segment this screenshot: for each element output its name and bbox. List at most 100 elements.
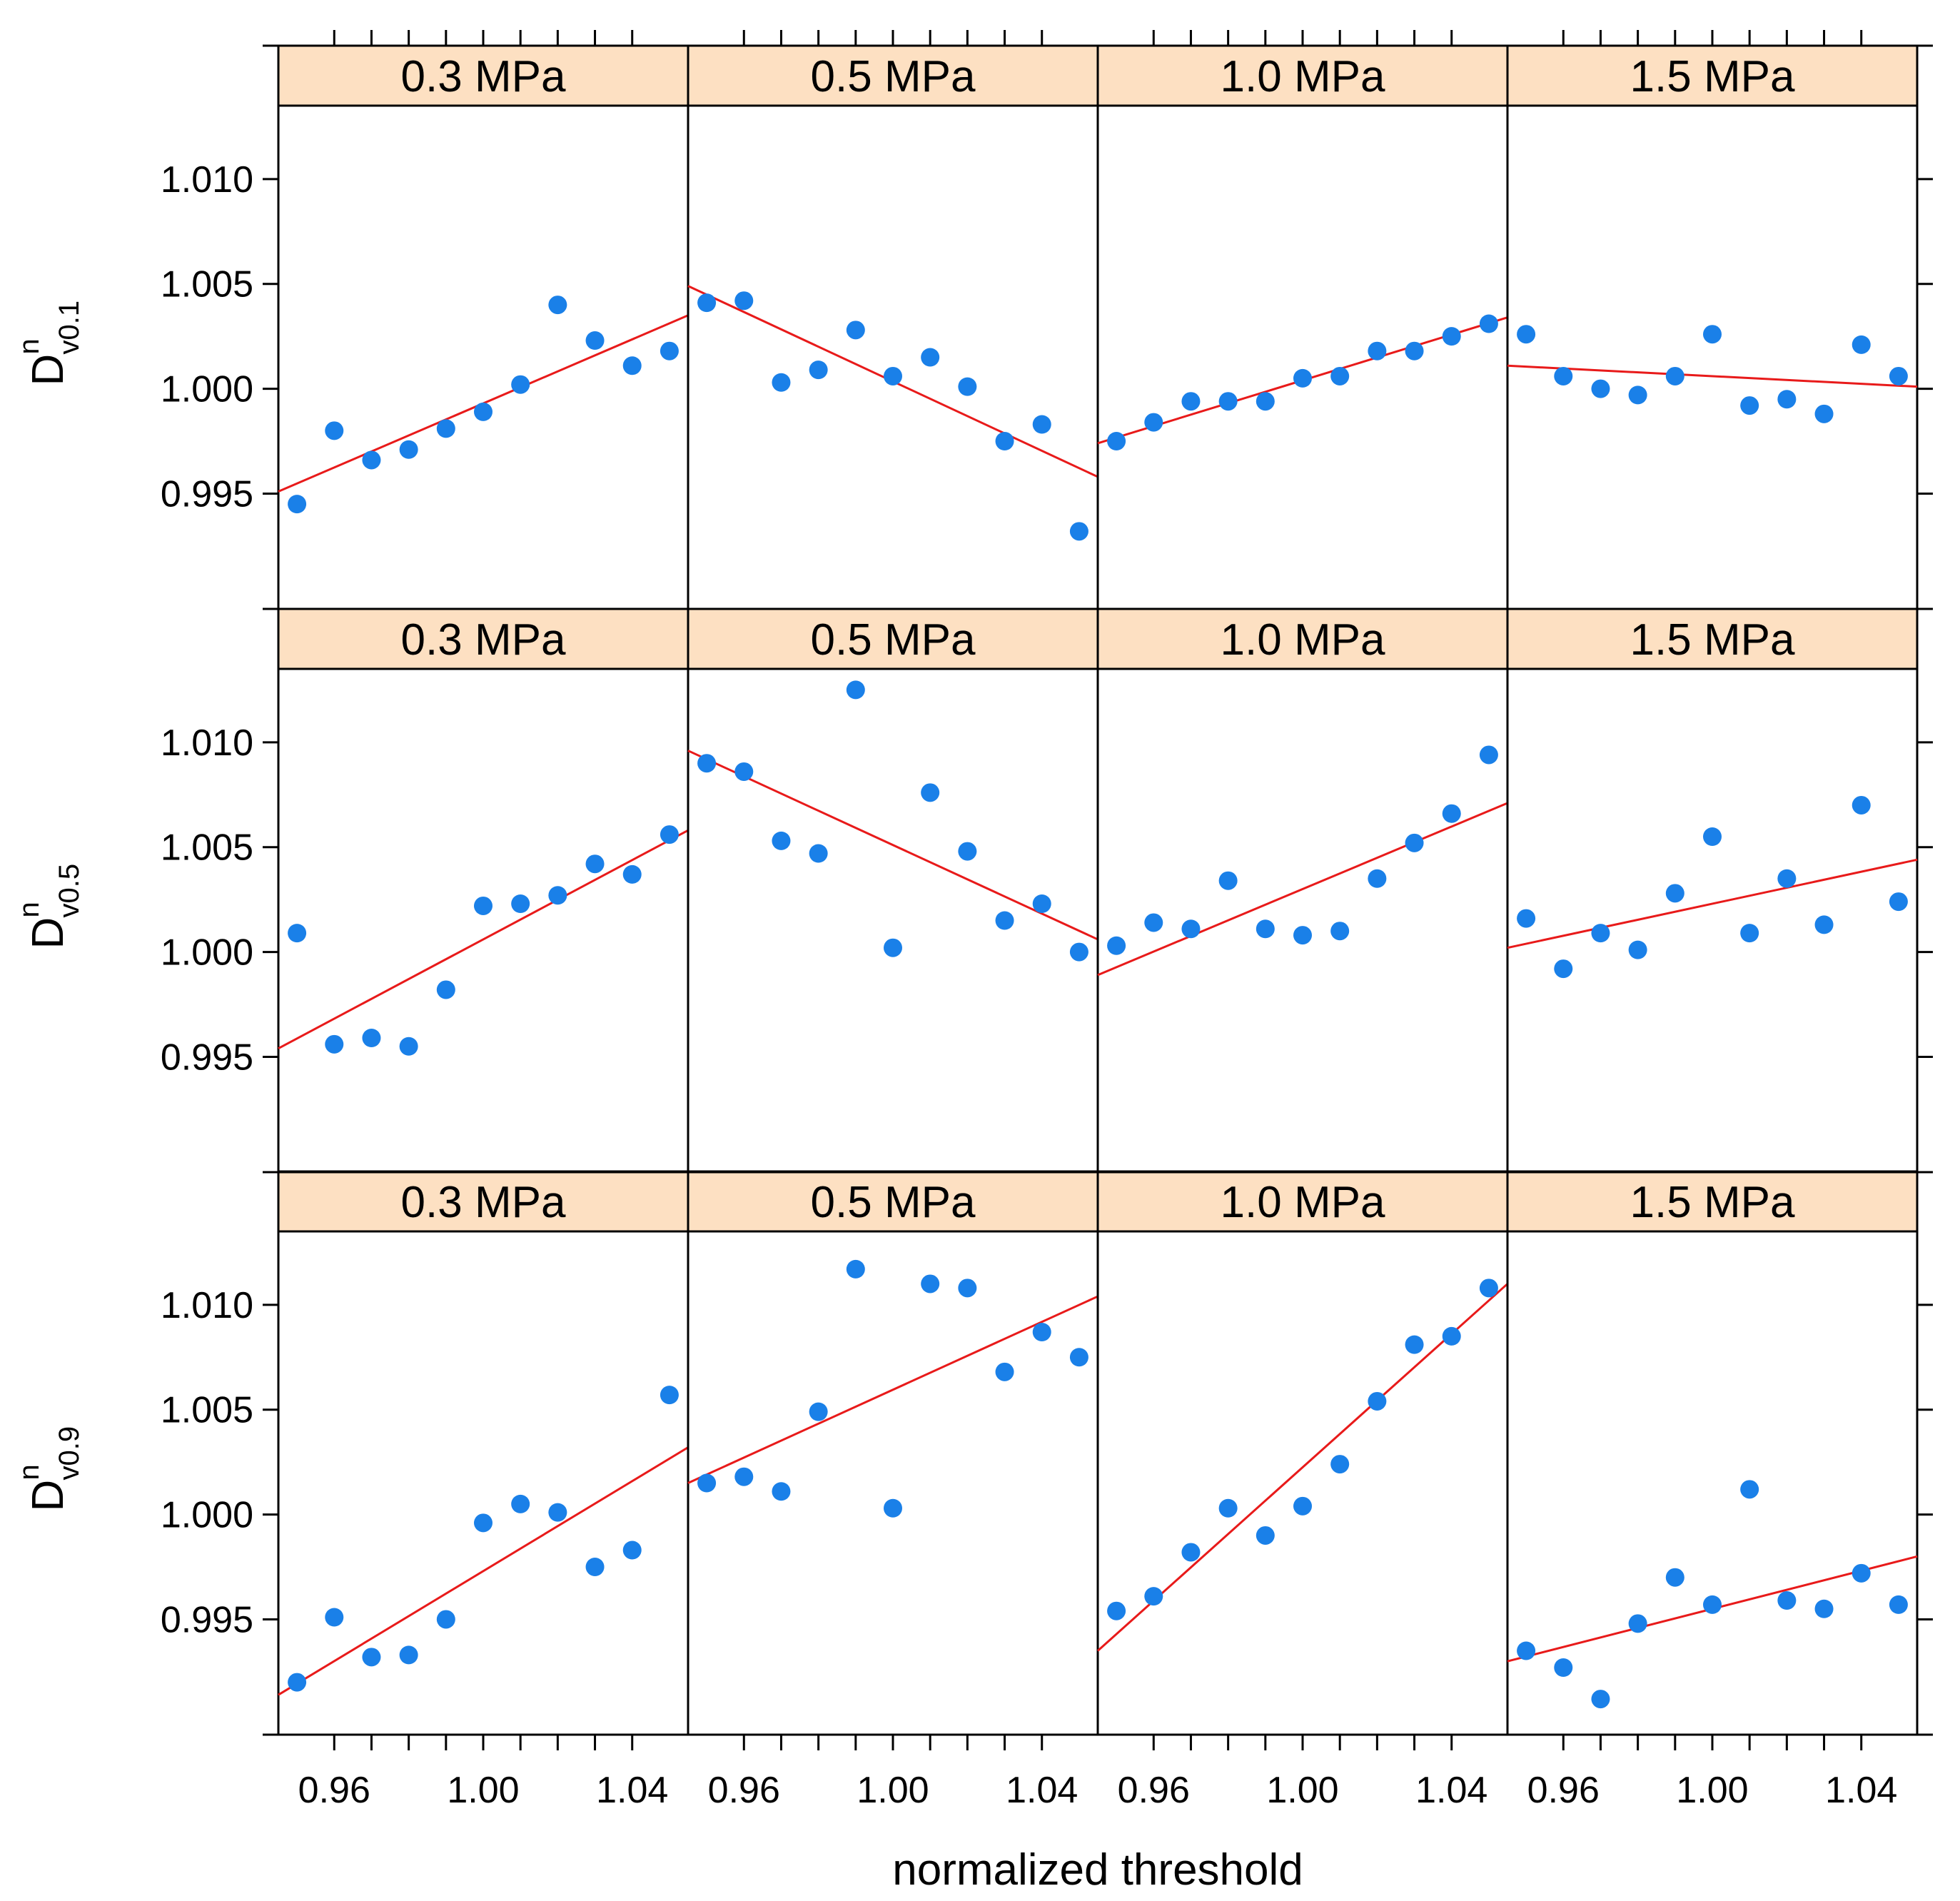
data-point — [1069, 522, 1088, 541]
data-point — [1889, 366, 1908, 385]
y-tick-label: 0.995 — [161, 1037, 253, 1078]
y-axis-title: Dn v0.1 — [14, 301, 85, 386]
data-point — [1479, 745, 1498, 765]
data-point — [1405, 1335, 1424, 1354]
data-point — [1852, 1563, 1871, 1583]
data-point — [474, 402, 492, 421]
y-title-sub: v0.1 — [54, 301, 85, 355]
data-point — [1293, 926, 1312, 945]
data-point — [884, 938, 902, 957]
data-point — [548, 886, 567, 905]
axes-layer: 0.995 1.000 1.005 1.010 Dn v0.1 0.995 1.000 1.00… — [14, 30, 1933, 1811]
data-point — [1218, 1498, 1238, 1518]
data-point — [846, 1259, 865, 1279]
data-point — [1591, 379, 1610, 398]
data-point — [362, 1648, 381, 1667]
fit-line — [1507, 858, 1918, 949]
data-point — [1330, 1455, 1350, 1474]
data-point — [660, 1386, 679, 1405]
data-point — [958, 842, 977, 861]
x-tick-label: 1.04 — [1006, 1770, 1078, 1811]
y-axis-title: Dn v0.9 — [14, 1426, 85, 1512]
data-point — [921, 348, 940, 367]
y-tick-label: 1.005 — [161, 1390, 253, 1431]
data-point — [622, 1541, 642, 1560]
data-point — [1032, 894, 1051, 913]
data-point — [585, 1558, 605, 1576]
data-point — [1181, 1543, 1201, 1562]
y-tick-label: 0.995 — [161, 473, 253, 515]
strip-label: 1.5 MPa — [1630, 1178, 1795, 1227]
x-tick-label: 1.00 — [447, 1770, 519, 1811]
y-title-sup: n — [14, 1464, 45, 1480]
data-point — [325, 1034, 344, 1054]
strip-label: 1.0 MPa — [1221, 1178, 1385, 1227]
y-tick-label: 1.010 — [161, 722, 253, 764]
y-tick-label: 1.000 — [161, 932, 253, 974]
data-point — [1665, 366, 1684, 385]
data-point — [884, 1498, 902, 1518]
data-point — [548, 1503, 567, 1522]
data-point — [772, 831, 791, 850]
data-point — [585, 854, 605, 874]
data-point — [511, 894, 530, 913]
data-point — [1069, 1348, 1088, 1367]
x-tick-label: 1.04 — [1415, 1770, 1487, 1811]
panel-strip — [1506, 607, 1919, 670]
data-point — [1442, 804, 1461, 823]
data-point — [1330, 922, 1350, 941]
data-point — [1852, 335, 1871, 354]
panel-frame — [687, 667, 1099, 1174]
data-point — [995, 911, 1014, 930]
data-point — [1405, 341, 1424, 360]
data-point — [1368, 341, 1387, 360]
y-title-sub: v0.5 — [54, 864, 85, 918]
strip-label: 1.0 MPa — [1221, 52, 1385, 101]
x-tick-label: 0.96 — [1527, 1770, 1600, 1811]
x-tick-label: 1.00 — [857, 1770, 929, 1811]
data-point — [1665, 884, 1684, 903]
data-point — [1889, 892, 1908, 912]
data-point — [511, 375, 530, 394]
data-point — [846, 321, 865, 340]
x-tick-label: 1.04 — [596, 1770, 668, 1811]
data-point — [1218, 871, 1238, 890]
panel-frame — [1096, 1230, 1509, 1736]
data-point — [1554, 1658, 1573, 1677]
data-point — [1107, 936, 1126, 955]
fit-line — [278, 829, 689, 1050]
panel-frame — [1506, 1230, 1919, 1736]
data-point — [474, 1513, 492, 1533]
data-point — [958, 1279, 977, 1298]
strip-label: 1.5 MPa — [1630, 615, 1795, 665]
data-point — [846, 680, 865, 700]
fit-line — [1507, 364, 1918, 388]
data-point — [622, 864, 642, 884]
data-point — [697, 293, 717, 313]
strip-label: 0.3 MPa — [401, 1178, 566, 1227]
data-point — [436, 419, 455, 438]
data-point — [362, 450, 381, 470]
data-point — [399, 440, 418, 459]
data-point — [1107, 432, 1126, 450]
data-point — [1405, 833, 1424, 852]
data-point — [1889, 1595, 1908, 1614]
y-title-sup: n — [14, 338, 45, 354]
y-tick-label: 1.005 — [161, 827, 253, 869]
data-point — [1814, 915, 1834, 934]
data-point — [1628, 385, 1647, 405]
panel-frame — [277, 104, 689, 610]
panel-frame — [277, 667, 689, 1174]
y-title-base: D — [24, 1480, 73, 1512]
strip-label: 0.3 MPa — [401, 52, 566, 101]
data-point — [1703, 325, 1722, 344]
data-point — [1591, 1690, 1610, 1709]
y-tick-label: 1.010 — [161, 1285, 253, 1326]
data-point — [1256, 919, 1275, 939]
data-point — [436, 980, 455, 999]
strip-label: 1.0 MPa — [1221, 615, 1385, 665]
data-point — [362, 1029, 381, 1047]
y-axis-title: Dn v0.5 — [14, 864, 85, 949]
panel-strip — [1506, 1170, 1919, 1233]
data-point — [1368, 1391, 1387, 1411]
